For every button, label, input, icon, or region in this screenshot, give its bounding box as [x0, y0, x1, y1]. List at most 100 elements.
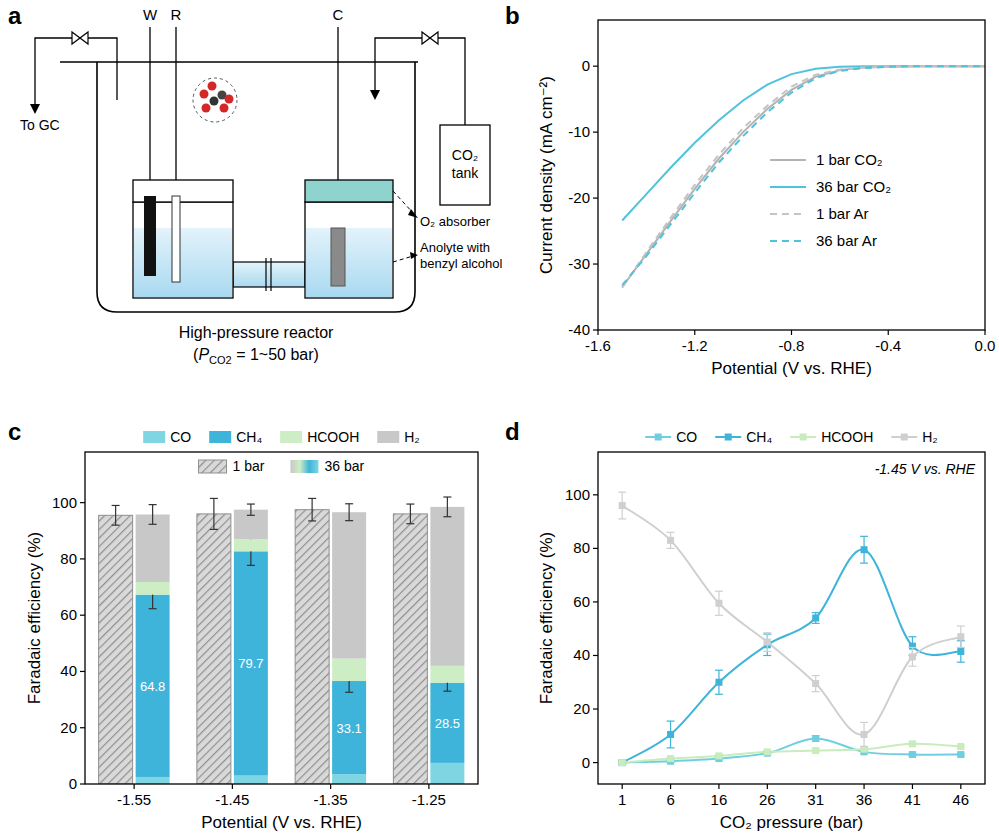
- oxygen-absorber: [305, 180, 393, 202]
- stack-segment: [332, 774, 366, 784]
- arrow-head: [370, 90, 380, 100]
- y-tick-label: -30: [568, 255, 590, 272]
- pressure-part: P: [198, 346, 209, 363]
- plot-area: [622, 66, 985, 288]
- molecule-atom: [225, 95, 234, 104]
- x-tick: [597, 330, 598, 335]
- gas-tank: [440, 125, 490, 205]
- series-line: [622, 738, 961, 762]
- y-tick-label: -40: [568, 321, 590, 338]
- stack-segment: [430, 507, 464, 666]
- y-tick-label: 0: [582, 57, 590, 74]
- y-tick-label: 60: [60, 606, 77, 623]
- error-cap: [345, 520, 353, 521]
- electrode-label: W: [143, 6, 158, 23]
- series-line: [622, 506, 961, 735]
- x-tick-label: 41: [904, 791, 921, 808]
- legend-label: H₂: [922, 429, 938, 445]
- plot-frame: [598, 20, 985, 330]
- legend-marker: [901, 434, 908, 441]
- error-cap: [247, 503, 255, 504]
- working-electrode: [144, 196, 156, 276]
- reference-bar: [393, 514, 427, 784]
- x-tick: [912, 784, 913, 789]
- error-cap: [860, 563, 868, 564]
- y-tick: [80, 558, 85, 559]
- y-tick: [593, 762, 598, 763]
- stack-segment: [430, 683, 464, 763]
- pressure-part: = 1~50 bar): [232, 346, 319, 363]
- error-cap: [406, 523, 414, 524]
- annotation: -1.45 V vs. RHE: [875, 461, 976, 477]
- x-tick-label: -1.35: [314, 791, 348, 808]
- electrode-label: C: [333, 6, 344, 23]
- error-cap: [812, 612, 820, 613]
- series-marker: [667, 755, 674, 762]
- error-bar: [447, 497, 448, 517]
- y-tick-label: -10: [568, 123, 590, 140]
- y-tick: [593, 329, 598, 330]
- x-axis-label: CO₂ pressure (bar): [720, 813, 864, 832]
- x-tick-label: 31: [807, 791, 824, 808]
- error-bar: [312, 498, 313, 521]
- x-tick-label: 26: [759, 791, 776, 808]
- x-tick: [134, 784, 135, 789]
- legend-marker: [725, 434, 732, 441]
- y-tick: [593, 548, 598, 549]
- series-marker: [909, 653, 916, 660]
- y-tick-label: 100: [52, 494, 77, 511]
- y-tick: [593, 197, 598, 198]
- error-cap: [957, 625, 965, 626]
- y-tick: [593, 655, 598, 656]
- anolyte: [306, 228, 392, 297]
- y-tick: [80, 783, 85, 784]
- legend-swatch: [377, 431, 399, 443]
- x-tick-label: 16: [711, 791, 728, 808]
- y-axis-label: Current density (mA cm⁻²): [537, 76, 556, 274]
- stack-segment: [234, 776, 268, 784]
- error-cap: [812, 675, 820, 676]
- legend-label: 36 bar Ar: [816, 232, 877, 249]
- anode-cell: [305, 202, 393, 298]
- legend-swatch: [280, 431, 302, 443]
- x-tick: [767, 784, 768, 789]
- error-bar: [349, 504, 350, 521]
- legend: COCH₄HCOOHH₂: [143, 429, 420, 445]
- error-cap: [210, 498, 218, 499]
- x-tick-label: -0.4: [875, 337, 901, 354]
- error-cap: [957, 662, 965, 663]
- y-tick-label: 20: [573, 700, 590, 717]
- series-marker: [861, 546, 868, 553]
- error-cap: [443, 496, 451, 497]
- series-marker: [957, 648, 964, 655]
- series-line: [622, 66, 985, 288]
- legend-label: HCOOH: [307, 429, 359, 445]
- stack-segment: [136, 582, 170, 595]
- x-tick: [791, 330, 792, 335]
- x-tick: [622, 784, 623, 789]
- absorber-label: O₂ absorber: [420, 214, 491, 229]
- error-cap: [763, 651, 771, 652]
- y-tick: [80, 615, 85, 616]
- reference-bar: [99, 515, 133, 784]
- error-cap: [443, 516, 451, 517]
- y-axis-label: Faradaic efficiency (%): [25, 532, 44, 705]
- error-cap: [345, 503, 353, 504]
- legend-swatch: [290, 460, 318, 473]
- series-marker: [812, 747, 819, 754]
- series-marker: [909, 751, 916, 758]
- stack-segment: [136, 514, 170, 582]
- series-marker: [715, 679, 722, 686]
- valve: [72, 32, 88, 44]
- outlet-pipe: [35, 38, 117, 106]
- membrane: [270, 258, 271, 291]
- series-line: [622, 66, 985, 285]
- reference-electrode: [172, 196, 180, 282]
- error-cap: [345, 692, 353, 693]
- x-tick: [694, 330, 695, 335]
- panel-label: a: [8, 2, 22, 29]
- y-tick: [593, 494, 598, 495]
- error-cap: [406, 503, 414, 504]
- legend: 1 bar CO₂36 bar CO₂1 bar Ar36 bar Ar: [770, 151, 891, 249]
- legend-line: [770, 213, 806, 215]
